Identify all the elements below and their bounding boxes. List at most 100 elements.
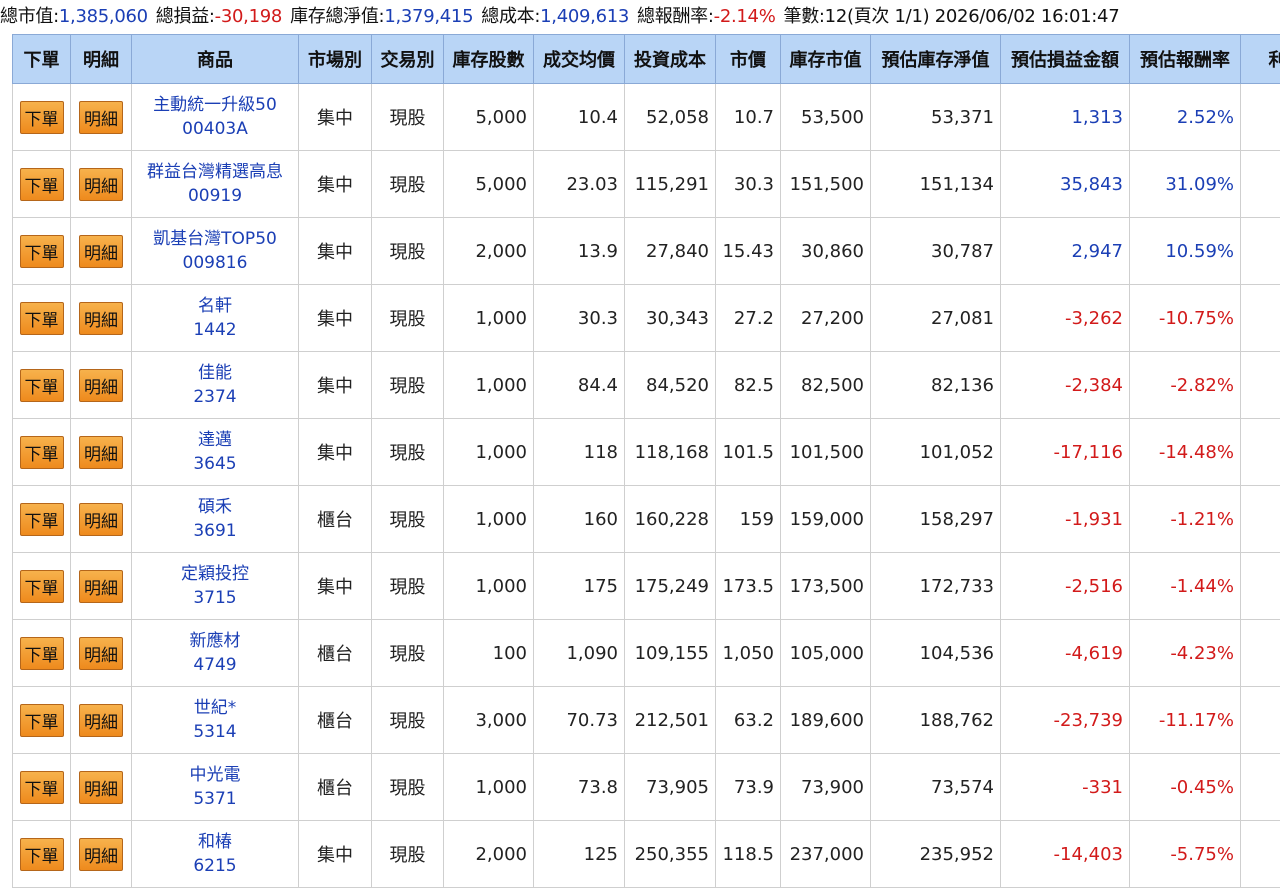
product-name[interactable]: 新應材 [189, 631, 241, 651]
cell: 集中 [298, 351, 372, 419]
cell: 0 [1240, 686, 1280, 754]
column-header: 交易別 [371, 34, 444, 84]
summary-label: 總市值: [0, 6, 59, 27]
button-cell: 下單 [12, 619, 71, 687]
order-button[interactable]: 下單 [19, 502, 64, 536]
order-button[interactable]: 下單 [19, 234, 64, 268]
product-name[interactable]: 凱基台灣TOP50 [153, 229, 277, 249]
cell: 現股 [371, 150, 444, 218]
order-button[interactable]: 下單 [19, 636, 64, 670]
cell: 250,355 [624, 820, 716, 888]
cell: 173,500 [780, 552, 871, 620]
cell: 30.3 [715, 150, 781, 218]
cell: 175 [533, 552, 625, 620]
column-header: 庫存市值 [780, 34, 871, 84]
order-button[interactable]: 下單 [19, 837, 64, 871]
button-cell: 下單 [12, 686, 71, 754]
order-button[interactable]: 下單 [19, 569, 64, 603]
order-button[interactable]: 下單 [19, 703, 64, 737]
product-code[interactable]: 1442 [193, 320, 237, 340]
cell: 現股 [371, 351, 444, 419]
cell: 0 [1240, 217, 1280, 285]
detail-button[interactable]: 明細 [79, 770, 123, 804]
holding-row: 下單 明細 佳能 2374 集中 現股 1,000 84.4 84,520 82.5 82,500 8… [12, 351, 1280, 419]
cell: 101,052 [870, 418, 1001, 486]
cell: 櫃台 [298, 485, 372, 553]
cell: -5.75% [1129, 820, 1241, 888]
order-button[interactable]: 下單 [19, 435, 64, 469]
product-code[interactable]: 3691 [193, 521, 237, 541]
product-code[interactable]: 2374 [193, 387, 237, 407]
cell: 118 [533, 418, 625, 486]
button-cell: 下單 [12, 83, 71, 151]
cell: 0 [1240, 753, 1280, 821]
detail-button[interactable]: 明細 [79, 368, 123, 402]
cell: 31.09% [1129, 150, 1241, 218]
detail-button[interactable]: 明細 [79, 435, 123, 469]
product-cell: 世紀* 5314 [131, 686, 299, 754]
product-name[interactable]: 定穎投控 [181, 564, 249, 584]
cell: 30,860 [780, 217, 871, 285]
product-code[interactable]: 009816 [182, 253, 248, 273]
detail-button[interactable]: 明細 [79, 837, 123, 871]
cell: 73,900 [780, 753, 871, 821]
record-count: 筆數:12(頁次 1/1) [783, 6, 930, 27]
detail-button[interactable]: 明細 [79, 703, 123, 737]
product-name[interactable]: 群益台灣精選高息 [147, 162, 283, 182]
cell: 5,000 [443, 150, 534, 218]
product-code[interactable]: 00919 [187, 186, 243, 206]
holding-row: 下單 明細 凱基台灣TOP50 009816 集中 現股 2,000 13.9 27,840 15… [12, 217, 1280, 285]
cell: -10.75% [1129, 284, 1241, 352]
detail-button[interactable]: 明細 [79, 502, 123, 536]
detail-button[interactable]: 明細 [79, 234, 123, 268]
detail-button[interactable]: 明細 [79, 569, 123, 603]
button-cell: 明細 [70, 552, 132, 620]
button-cell: 下單 [12, 418, 71, 486]
product-code[interactable]: 5314 [193, 722, 237, 742]
holding-row: 下單 明細 碩禾 3691 櫃台 現股 1,000 160 160,228 159 159,000 1… [12, 485, 1280, 553]
product-name[interactable]: 名軒 [198, 296, 232, 316]
cell: 70.73 [533, 686, 625, 754]
order-button[interactable]: 下單 [19, 301, 64, 335]
detail-button[interactable]: 明細 [79, 301, 123, 335]
order-button[interactable]: 下單 [19, 770, 64, 804]
summary-label: 總成本: [481, 6, 541, 27]
cell: 118.5 [715, 820, 781, 888]
cell: 84.4 [533, 351, 625, 419]
product-code[interactable]: 5371 [193, 789, 237, 809]
cell: 160 [533, 485, 625, 553]
summary-label: 總損益: [155, 6, 215, 27]
product-name[interactable]: 世紀* [193, 698, 237, 718]
button-cell: 下單 [12, 150, 71, 218]
summary-value: -2.14% [713, 6, 776, 27]
product-name[interactable]: 佳能 [198, 363, 232, 383]
detail-button[interactable]: 明細 [79, 167, 123, 201]
cell: 188,762 [870, 686, 1001, 754]
cell: 櫃台 [298, 686, 372, 754]
cell: -2.82% [1129, 351, 1241, 419]
product-name[interactable]: 碩禾 [198, 497, 232, 517]
detail-button[interactable]: 明細 [79, 636, 123, 670]
holdings-table-container: 下單 明細 商品 市場別 交易別 庫存股數 成交均價 投資成本 市價 庫存市值 預估庫存淨值 預估損益… [12, 34, 1280, 888]
cell: 237,000 [780, 820, 871, 888]
order-button[interactable]: 下單 [19, 167, 64, 201]
detail-button[interactable]: 明細 [79, 100, 123, 134]
cell: 82.5 [715, 351, 781, 419]
cell: 212,501 [624, 686, 716, 754]
cell: 2,000 [443, 820, 534, 888]
order-button[interactable]: 下單 [19, 100, 64, 134]
order-button[interactable]: 下單 [19, 368, 64, 402]
product-name[interactable]: 達邁 [198, 430, 232, 450]
cell: 159 [715, 485, 781, 553]
summary-label: 總報酬率: [637, 6, 714, 27]
product-code[interactable]: 4749 [193, 655, 237, 675]
cell: 73.8 [533, 753, 625, 821]
product-code[interactable]: 00403A [182, 119, 248, 139]
product-code[interactable]: 3645 [193, 454, 237, 474]
product-code[interactable]: 3715 [193, 588, 237, 608]
product-code[interactable]: 6215 [193, 856, 237, 876]
product-name[interactable]: 和椿 [198, 832, 232, 852]
product-name[interactable]: 主動統一升級50 [153, 95, 277, 115]
product-name[interactable]: 中光電 [189, 765, 241, 785]
